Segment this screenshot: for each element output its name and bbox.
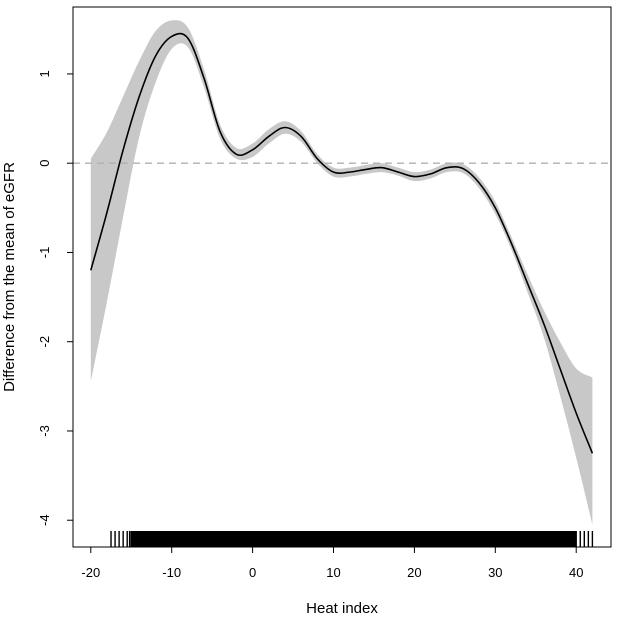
- confidence-band: [90, 20, 593, 525]
- confidence-band-layer: [90, 20, 593, 525]
- y-axis: -4 -3 -2 -1 0 1: [37, 70, 74, 526]
- series-line: [90, 32, 594, 454]
- y-tick-label: -1: [37, 247, 52, 259]
- y-tick-label: -4: [37, 514, 52, 526]
- y-tick-label: 1: [37, 70, 52, 77]
- x-tick-label: 10: [326, 565, 340, 580]
- x-tick-label: 0: [249, 565, 256, 580]
- y-tick-label: 0: [37, 160, 52, 167]
- y-tick-label: -3: [37, 425, 52, 437]
- series-line-layer: [90, 32, 594, 454]
- x-axis: -20 -10 0 10 20 30 40: [81, 546, 583, 580]
- x-axis-title: Heat index: [306, 600, 378, 617]
- x-tick-label: -20: [81, 565, 100, 580]
- x-tick-label: 20: [407, 565, 421, 580]
- x-tick-label: 40: [569, 565, 583, 580]
- x-tick-label: 30: [488, 565, 502, 580]
- y-axis-title: Difference from the mean of eGFR: [1, 162, 18, 392]
- x-tick-label: -10: [162, 565, 181, 580]
- y-tick-label: -2: [37, 336, 52, 348]
- rug-layer: [110, 531, 594, 547]
